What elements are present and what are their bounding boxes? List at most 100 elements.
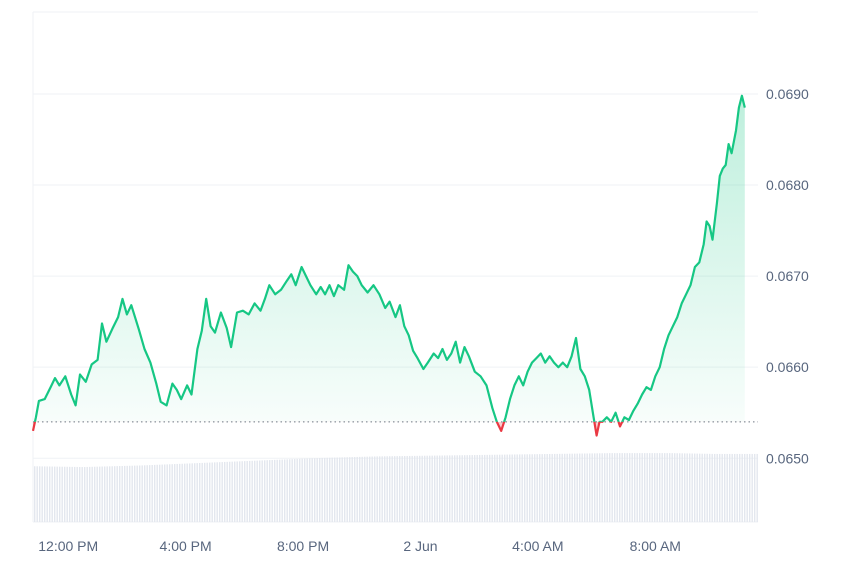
volume-bar [451,455,453,522]
volume-bar [326,457,328,522]
volume-bar [236,461,238,522]
volume-bar [404,456,406,522]
volume-bar [96,466,98,522]
volume-bar [521,454,523,522]
volume-bar [299,458,301,522]
volume-bar [259,460,261,522]
volume-bar [551,453,553,522]
volume-bar [36,466,38,522]
volume-bar [74,466,76,522]
volume-bar [491,454,493,522]
volume-bar [581,453,583,522]
volume-bar [116,466,118,522]
volume-bar [176,463,178,522]
volume-bar [391,456,393,522]
volume-bar [561,453,563,522]
volume-bar [559,453,561,522]
volume-bar [609,453,611,522]
volume-bar [546,454,548,522]
volume-bar [601,453,603,522]
volume-bar [211,462,213,522]
volume-bar [209,462,211,522]
volume-bar [454,455,456,522]
volume-bar [54,466,56,522]
x-tick-label: 4:00 PM [160,538,212,554]
volume-bar [59,466,61,522]
volume-bar [594,453,596,522]
volume-bar [741,453,743,522]
volume-bar [289,459,291,522]
volume-bar [64,466,66,522]
volume-bar [461,455,463,522]
volume-bar [596,453,598,522]
volume-bar [304,458,306,522]
volume-bar [181,463,183,522]
volume-bar [544,454,546,522]
volume-bar [396,456,398,522]
volume-bar [286,459,288,522]
volume-bar [614,453,616,522]
volume-bar [641,453,643,522]
volume-bar [94,466,96,522]
volume-bar [229,461,231,522]
x-tick-label: 12:00 PM [38,538,98,554]
volume-bar [84,467,86,522]
volume-bar [711,453,713,522]
volume-bar [431,455,433,522]
volume-bar [606,453,608,522]
volume-bar [474,455,476,522]
volume-bar [744,453,746,522]
volume-bar [566,453,568,522]
volume-bar [324,457,326,522]
volume-bar [604,453,606,522]
volume-bar [254,460,256,522]
volume-bar [344,457,346,522]
volume-bar [99,466,101,522]
volume-bar [306,458,308,522]
volume-bar [149,465,151,522]
price-line-up[interactable] [33,94,746,436]
volume-bar [629,453,631,522]
volume-bar [534,454,536,522]
volume-bar [549,453,551,522]
volume-bar [46,466,48,522]
volume-bar [479,454,481,522]
volume-bar [41,466,43,522]
volume-bar [284,459,286,522]
volume-bar [296,458,298,522]
volume-bar [156,464,158,522]
volume-bar [319,458,321,522]
volume-bar [516,454,518,522]
volume-bar [111,466,113,522]
volume-bar [436,455,438,522]
volume-bar [746,453,748,522]
volume-bar [266,460,268,522]
volume-bar [659,453,661,522]
price-area-up [33,95,745,422]
volume-bar [636,453,638,522]
volume-bar [686,453,688,522]
volume-bar [389,456,391,522]
volume-bar [341,457,343,522]
volume-bar [71,466,73,522]
volume-bar [251,460,253,522]
volume-bar [444,455,446,522]
volume-bar [231,461,233,522]
volume-bar [526,454,528,522]
volume-bar [656,453,658,522]
y-tick-label: 0.0690 [766,86,809,102]
volume-bar [621,453,623,522]
volume-bar [589,453,591,522]
volume-bar [89,466,91,522]
volume-bar [459,455,461,522]
volume-bar [381,456,383,522]
volume-bar [34,466,36,522]
volume-bar [226,461,228,522]
volume-bar [329,457,331,522]
volume-bar [649,453,651,522]
volume-bar [716,453,718,522]
volume-bar [79,466,81,522]
volume-bar [121,465,123,522]
